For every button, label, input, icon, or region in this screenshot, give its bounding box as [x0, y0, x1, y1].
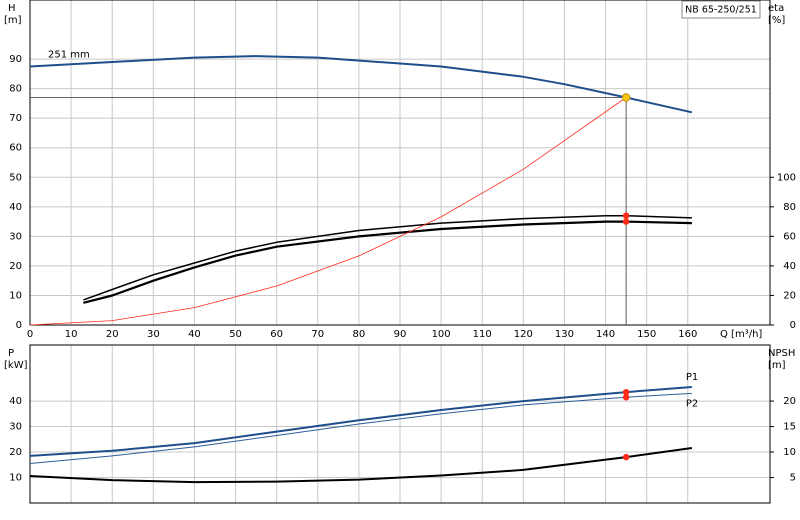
series-line	[29, 447, 693, 484]
y-tick-label: 60	[9, 143, 22, 154]
x-tick-label: 90	[394, 329, 407, 340]
x-tick-label: 50	[229, 329, 242, 340]
x-axis-label: Q [m³/h]	[720, 329, 762, 340]
y-tick-label: 40	[9, 396, 22, 407]
title-box	[681, 0, 761, 19]
series-line	[29, 392, 692, 464]
y2-tick-label: 40	[783, 261, 796, 272]
series-label: P1	[686, 372, 698, 383]
marker	[622, 218, 630, 225]
x-tick-label: 70	[311, 329, 324, 340]
y-tick-label: 80	[9, 84, 22, 95]
y-tick-label: 20	[9, 261, 22, 272]
y2-tick-label: 15	[783, 422, 796, 433]
y2-tick-label: 100	[777, 172, 796, 183]
x-tick-label: 120	[514, 329, 533, 340]
x-tick-label: 80	[353, 329, 366, 340]
y2-axis-unit: [%]	[768, 15, 785, 26]
x-tick-label: 140	[596, 329, 615, 340]
series-line	[83, 214, 692, 301]
marker	[622, 394, 630, 401]
y-tick-label: 30	[9, 422, 22, 433]
y-axis-unit: [m]	[4, 15, 22, 26]
y2-tick-label: 80	[783, 202, 796, 213]
x-tick-label: 110	[473, 329, 492, 340]
y-tick-label: 0	[16, 320, 22, 331]
plot-frame	[29, 0, 771, 326]
series-label: 251 mm	[48, 49, 90, 60]
series-line	[83, 220, 692, 304]
y-tick-label: 10	[9, 290, 22, 301]
y-tick-label: 10	[9, 473, 22, 484]
x-tick-label: 0	[27, 329, 33, 340]
x-tick-label: 100	[432, 329, 451, 340]
y2-tick-label: 20	[783, 396, 796, 407]
y2-axis-label: NPSH	[768, 348, 795, 359]
series-label: P2	[686, 398, 698, 409]
x-tick-label: 20	[106, 329, 119, 340]
marker	[622, 453, 630, 461]
y-tick-label: 30	[9, 231, 22, 242]
series-line	[29, 55, 693, 114]
series-line	[29, 386, 692, 457]
y-tick-label: 20	[9, 447, 22, 458]
plot-frame	[29, 344, 771, 504]
marker	[622, 388, 630, 396]
chart-title: NB 65-250/251	[685, 5, 757, 16]
marker	[622, 212, 630, 219]
y2-tick-label: 5	[790, 473, 796, 484]
x-tick-label: 150	[637, 329, 656, 340]
y2-axis-unit: [m]	[768, 360, 786, 371]
y2-axis-label: eta	[768, 3, 784, 14]
x-tick-label: 30	[147, 329, 160, 340]
x-tick-label: 130	[555, 329, 574, 340]
y-tick-label: 40	[9, 202, 22, 213]
y-tick-label: 50	[9, 172, 22, 183]
y2-tick-label: 60	[783, 231, 796, 242]
y-axis-unit: [kW]	[4, 360, 28, 371]
y2-tick-label: 20	[783, 290, 796, 301]
x-tick-label: 10	[65, 329, 78, 340]
y2-tick-label: 10	[783, 447, 796, 458]
series-line	[29, 97, 627, 326]
x-tick-label: 60	[270, 329, 283, 340]
y-axis-label: P	[8, 348, 14, 359]
y-axis-label: H	[8, 3, 16, 14]
y-tick-label: 90	[9, 54, 22, 65]
y-tick-label: 70	[9, 113, 22, 124]
x-tick-label: 160	[678, 329, 697, 340]
y2-tick-label: 0	[790, 320, 796, 331]
x-tick-label: 40	[188, 329, 201, 340]
operating-point	[621, 93, 631, 102]
